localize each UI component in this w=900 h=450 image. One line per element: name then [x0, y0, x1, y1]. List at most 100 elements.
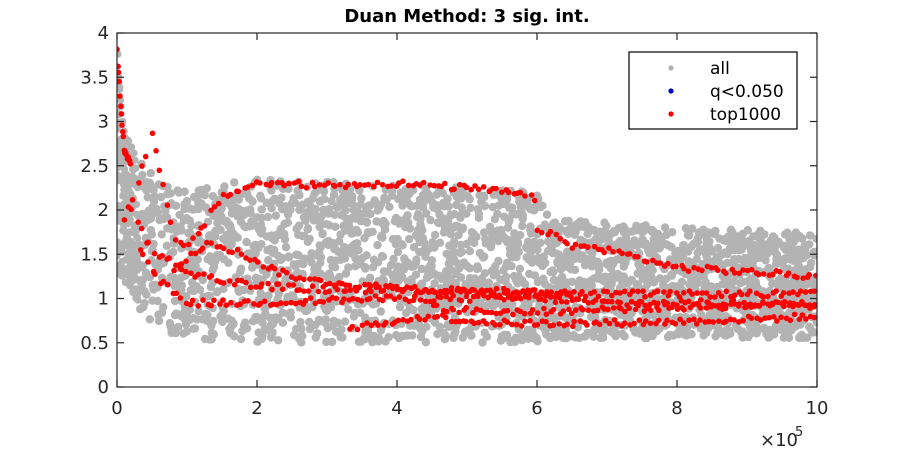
- all-point: [194, 197, 203, 207]
- all-point: [449, 333, 458, 343]
- all-point: [143, 178, 152, 187]
- top1000-point: [618, 305, 624, 312]
- top1000-point: [142, 153, 149, 160]
- top1000-point: [803, 316, 809, 322]
- top1000-point: [522, 318, 528, 325]
- all-point: [368, 263, 378, 272]
- all-point: [768, 279, 777, 288]
- top1000-point: [433, 302, 440, 309]
- all-point: [710, 230, 720, 239]
- top1000-point: [164, 202, 171, 208]
- y-tick-label: 4: [98, 23, 109, 44]
- top1000-point: [604, 288, 610, 295]
- top1000-point: [220, 245, 227, 252]
- all-point: [291, 250, 301, 259]
- top1000-point: [635, 288, 641, 295]
- top1000-point: [376, 284, 382, 290]
- all-point: [356, 216, 366, 226]
- top1000-point: [160, 278, 167, 285]
- all-point: [573, 323, 583, 332]
- top1000-point: [712, 303, 718, 309]
- top1000-point: [611, 317, 618, 323]
- top1000-point: [309, 283, 316, 290]
- top1000-point: [740, 267, 746, 273]
- top1000-point: [492, 322, 498, 328]
- top1000-point: [569, 245, 576, 251]
- all-point: [444, 217, 453, 227]
- top1000-point: [160, 181, 166, 188]
- top1000-point: [448, 285, 455, 291]
- top1000-point: [493, 185, 499, 192]
- top1000-point: [561, 288, 568, 294]
- all-point: [179, 329, 188, 338]
- top1000-point: [442, 180, 448, 187]
- all-point: [738, 333, 747, 342]
- all-point: [503, 258, 512, 267]
- top1000-point: [333, 295, 340, 302]
- all-point: [422, 209, 431, 218]
- all-point: [525, 269, 534, 279]
- all-point: [426, 215, 435, 225]
- all-point: [198, 275, 207, 285]
- all-point: [518, 211, 528, 220]
- top1000-point: [797, 288, 804, 295]
- top1000-point: [243, 279, 249, 286]
- all-point: [152, 204, 161, 213]
- all-point: [456, 273, 466, 282]
- all-point: [805, 240, 814, 249]
- all-point: [430, 243, 439, 252]
- top1000-point: [732, 292, 738, 299]
- all-point: [566, 265, 576, 274]
- top1000-point: [731, 270, 738, 276]
- top1000-point: [327, 280, 333, 287]
- all-point: [185, 228, 194, 237]
- top1000-point: [610, 248, 616, 255]
- all-point: [254, 328, 263, 337]
- top1000-point: [229, 249, 235, 256]
- top1000-point: [539, 229, 545, 236]
- top1000-point: [412, 283, 418, 290]
- top1000-point: [463, 318, 469, 325]
- top1000-point: [149, 130, 156, 137]
- top1000-point: [316, 182, 323, 188]
- top1000-point: [200, 297, 206, 303]
- top1000-point: [677, 316, 683, 323]
- top1000-point: [425, 313, 432, 320]
- all-point: [641, 239, 650, 248]
- top1000-point: [560, 308, 567, 315]
- all-point: [149, 197, 159, 206]
- top1000-point: [139, 163, 145, 169]
- all-point: [201, 334, 210, 344]
- top1000-point: [760, 299, 766, 306]
- all-point: [236, 334, 246, 344]
- all-point: [421, 252, 430, 261]
- x-tick-label: 2: [251, 398, 262, 419]
- all-point: [241, 223, 250, 232]
- top1000-point: [780, 290, 787, 296]
- all-point: [361, 313, 370, 322]
- all-point: [385, 202, 394, 212]
- all-point: [170, 296, 180, 306]
- all-point: [655, 243, 664, 253]
- top1000-point: [628, 298, 635, 305]
- all-point: [281, 242, 291, 252]
- all-point: [602, 221, 611, 231]
- y-tick-label: 0: [98, 377, 109, 398]
- all-point: [239, 321, 249, 330]
- top1000-point: [513, 295, 519, 302]
- top1000-point: [320, 299, 327, 305]
- all-point: [517, 276, 527, 285]
- all-point: [311, 204, 320, 214]
- all-point: [647, 225, 656, 235]
- top1000-point: [769, 301, 776, 308]
- top1000-point: [188, 270, 194, 277]
- all-point: [163, 190, 172, 199]
- all-point: [180, 187, 189, 196]
- top1000-point: [756, 271, 762, 278]
- all-point: [216, 225, 225, 234]
- all-point: [632, 223, 641, 233]
- all-point: [207, 257, 217, 267]
- top1000-point: [129, 197, 136, 203]
- all-point: [795, 232, 804, 241]
- all-point: [117, 158, 122, 166]
